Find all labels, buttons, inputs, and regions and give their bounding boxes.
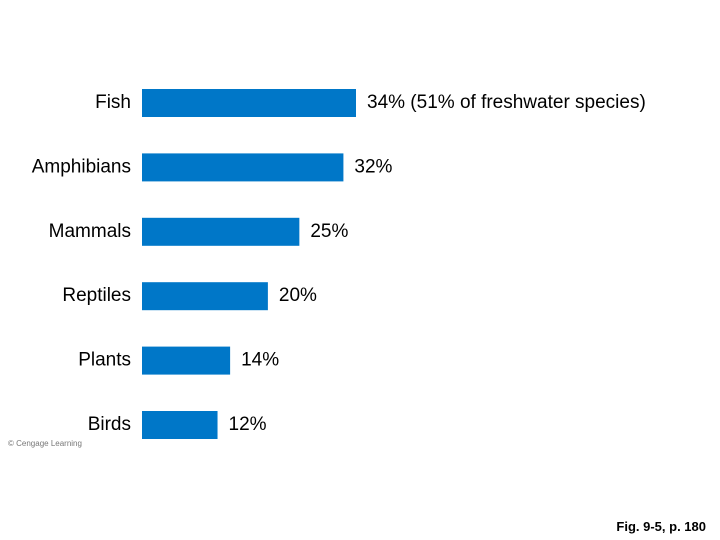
bar-amphibians — [142, 153, 344, 182]
bar-mammals — [142, 217, 300, 246]
category-label-birds: Birds — [88, 414, 131, 435]
value-label-fish: 34% (51% of freshwater species) — [367, 92, 646, 113]
category-label-mammals: Mammals — [49, 221, 131, 242]
copyright-credit: © Cengage Learning — [8, 439, 82, 448]
value-label-birds: 12% — [229, 414, 267, 435]
value-label-reptiles: 20% — [279, 285, 317, 306]
value-label-mammals: 25% — [310, 221, 348, 242]
category-label-reptiles: Reptiles — [62, 285, 131, 306]
bar-reptiles — [142, 282, 268, 311]
bar-fish — [142, 89, 356, 117]
value-label-amphibians: 32% — [354, 156, 392, 177]
category-label-plants: Plants — [78, 350, 131, 371]
bar-plants — [142, 346, 231, 375]
category-label-fish: Fish — [95, 92, 131, 113]
category-label-amphibians: Amphibians — [32, 156, 131, 177]
value-label-plants: 14% — [241, 350, 279, 371]
figure-caption: Fig. 9-5, p. 180 — [616, 519, 706, 534]
bar-birds — [142, 411, 218, 439]
